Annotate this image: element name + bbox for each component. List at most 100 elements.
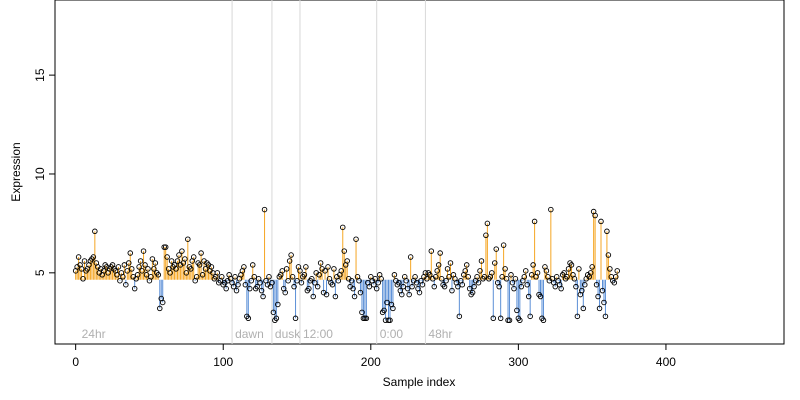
data-point	[582, 281, 588, 288]
data-point	[455, 283, 461, 290]
data-point	[416, 289, 423, 296]
data-point	[288, 252, 294, 258]
data-point	[428, 248, 435, 254]
data-point	[159, 299, 166, 306]
data-point	[435, 262, 442, 268]
data-point	[424, 276, 430, 282]
data-point	[131, 285, 138, 292]
data-point	[323, 291, 330, 298]
data-point	[338, 268, 345, 274]
data-point	[372, 276, 378, 282]
data-point	[381, 307, 387, 314]
data-point	[604, 228, 610, 235]
data-point	[140, 248, 147, 254]
data-point	[573, 283, 579, 290]
data-point	[351, 293, 358, 300]
data-point	[214, 270, 221, 276]
data-point	[587, 270, 594, 276]
data-point	[219, 274, 225, 280]
data-point	[117, 277, 123, 284]
data-point	[182, 256, 188, 262]
data-point	[143, 272, 150, 278]
data-point	[565, 266, 572, 272]
data-point	[168, 258, 175, 264]
data-point	[136, 264, 142, 270]
data-point	[427, 272, 433, 278]
data-point	[366, 283, 373, 290]
data-point	[157, 305, 163, 312]
data-point	[506, 317, 513, 324]
data-point	[422, 270, 429, 276]
data-point	[230, 283, 237, 290]
data-point	[190, 254, 197, 260]
data-point	[568, 262, 575, 268]
x-tick-label: 400	[656, 355, 676, 369]
data-point	[499, 274, 505, 280]
data-point	[592, 212, 598, 219]
data-point	[258, 287, 265, 294]
data-point	[503, 276, 510, 282]
data-point	[500, 242, 507, 248]
annotation-label: 0:00	[380, 327, 404, 341]
data-point	[292, 315, 299, 322]
data-point	[497, 315, 504, 322]
data-point	[514, 307, 520, 314]
data-point	[475, 279, 482, 286]
data-point	[511, 285, 517, 292]
data-point	[521, 274, 528, 280]
data-point	[232, 274, 238, 280]
y-axis: 5 10 15	[33, 68, 55, 276]
data-point	[199, 272, 206, 278]
data-point	[478, 258, 485, 264]
data-point	[527, 313, 533, 320]
data-point	[528, 272, 535, 278]
y-tick-label: 5	[33, 269, 47, 276]
data-point	[465, 274, 471, 280]
plot-frame	[54, 0, 785, 345]
data-point	[78, 266, 85, 272]
data-point	[614, 268, 620, 274]
x-axis-title: Sample index	[383, 375, 456, 389]
data-point	[579, 287, 585, 294]
data-point	[202, 266, 209, 272]
data-point	[517, 317, 523, 324]
annotation-labels: 24hr dawn dusk 12:00 0:00 48hr	[82, 327, 453, 341]
x-tick-label: 0	[72, 355, 79, 369]
data-point	[443, 277, 449, 284]
data-point	[196, 262, 203, 268]
data-point	[481, 274, 488, 280]
data-point	[493, 246, 499, 252]
data-point	[561, 270, 567, 276]
data-point	[282, 289, 288, 296]
data-point	[407, 254, 414, 260]
data-point	[574, 313, 581, 320]
data-point	[552, 283, 559, 290]
data-point	[316, 272, 322, 278]
data-point	[571, 276, 578, 282]
data-point	[285, 277, 291, 284]
data-point	[446, 274, 452, 280]
data-point	[298, 279, 305, 286]
annotation-label: 12:00	[303, 327, 333, 341]
data-point	[548, 206, 554, 213]
data-point	[404, 285, 411, 292]
data-point	[593, 281, 600, 288]
data-point	[400, 283, 407, 290]
data-point	[344, 258, 350, 264]
data-point	[543, 268, 550, 274]
data-point	[176, 252, 182, 258]
data-point	[613, 274, 619, 280]
data-point	[241, 264, 247, 270]
data-point	[447, 260, 454, 266]
data-point	[162, 244, 169, 250]
x-tick-label: 300	[508, 355, 528, 369]
data-point	[139, 268, 145, 274]
data-point	[92, 228, 98, 235]
data-point	[311, 279, 318, 286]
data-point	[306, 285, 312, 292]
annotation-label: 24hr	[82, 327, 106, 341]
data-point	[492, 260, 498, 266]
data-point	[483, 232, 489, 239]
data-point	[257, 279, 263, 286]
data-point	[525, 293, 532, 300]
